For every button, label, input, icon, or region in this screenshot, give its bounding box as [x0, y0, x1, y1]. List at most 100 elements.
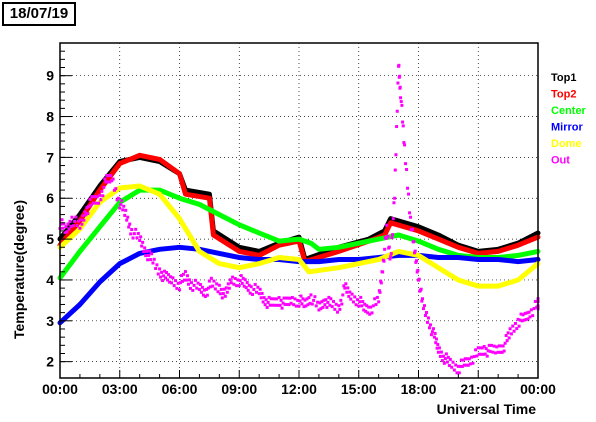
data-point	[64, 225, 68, 229]
data-point	[203, 294, 207, 298]
data-point	[242, 284, 246, 288]
data-point	[485, 354, 489, 358]
data-point	[101, 194, 105, 198]
data-point	[341, 293, 345, 297]
data-point	[142, 250, 146, 254]
data-point	[351, 300, 355, 304]
data-point	[411, 227, 415, 231]
data-point	[377, 289, 381, 293]
data-point	[474, 348, 478, 352]
data-point	[197, 288, 201, 292]
data-point	[393, 196, 397, 200]
data-point	[268, 303, 272, 307]
data-point	[382, 259, 386, 263]
data-point	[340, 302, 344, 306]
data-point	[277, 296, 281, 300]
data-point	[189, 281, 193, 285]
data-point	[424, 310, 428, 314]
data-point	[231, 275, 235, 279]
data-point	[91, 201, 95, 205]
data-point	[389, 252, 393, 256]
data-point	[188, 286, 192, 290]
x-tick-label: 18:00	[401, 381, 437, 397]
data-point	[332, 300, 336, 304]
data-point	[128, 222, 132, 226]
data-point	[467, 357, 471, 361]
data-point	[98, 193, 102, 197]
data-point	[111, 177, 115, 181]
data-point	[452, 368, 456, 372]
data-point	[421, 307, 425, 311]
data-point	[378, 290, 382, 294]
data-point	[454, 363, 458, 367]
data-point	[347, 294, 351, 298]
data-point	[240, 281, 244, 285]
data-point	[442, 361, 446, 365]
data-point	[324, 298, 328, 302]
data-point	[149, 258, 153, 262]
data-point	[249, 285, 253, 289]
data-point	[375, 295, 379, 299]
data-point	[89, 203, 93, 207]
data-point	[121, 208, 125, 212]
data-point	[253, 282, 257, 286]
data-point	[95, 195, 99, 199]
data-point	[265, 305, 269, 309]
data-point	[148, 249, 152, 253]
data-point	[94, 201, 98, 205]
data-point	[391, 233, 395, 237]
data-point	[307, 296, 311, 300]
data-point	[472, 355, 476, 359]
data-point	[212, 279, 216, 283]
data-point	[483, 352, 487, 356]
data-point	[463, 357, 467, 361]
data-point	[336, 310, 340, 314]
data-point	[317, 308, 321, 312]
data-point	[108, 180, 112, 184]
data-point	[443, 357, 447, 361]
legend-entry-dome: Dome	[551, 138, 582, 150]
data-point	[344, 282, 348, 286]
data-point	[123, 213, 127, 217]
data-point	[255, 290, 259, 294]
data-point	[237, 284, 241, 288]
data-point	[358, 300, 362, 304]
data-point	[395, 125, 399, 129]
data-point	[451, 360, 455, 364]
data-point	[422, 304, 426, 308]
data-point	[296, 298, 300, 302]
y-tick-label: 7	[46, 149, 54, 165]
data-point	[292, 303, 296, 307]
data-point	[206, 286, 210, 290]
data-point	[245, 281, 249, 285]
data-point	[394, 153, 398, 157]
data-point	[282, 296, 286, 300]
data-point	[246, 288, 250, 292]
data-point	[446, 355, 450, 359]
data-point	[523, 311, 527, 315]
data-point	[494, 351, 498, 355]
data-point	[374, 303, 378, 307]
data-point	[501, 344, 505, 348]
data-point	[310, 302, 314, 306]
data-point	[232, 282, 236, 286]
data-point	[512, 329, 516, 333]
data-point	[367, 305, 371, 309]
data-point	[346, 286, 350, 290]
data-point	[450, 365, 454, 369]
data-point	[196, 281, 200, 285]
data-point	[162, 274, 166, 278]
x-axis-label: Universal Time	[437, 401, 537, 417]
data-point	[327, 295, 331, 299]
data-point	[345, 290, 349, 294]
data-point	[88, 197, 92, 201]
data-point	[106, 180, 110, 184]
data-point	[402, 141, 406, 145]
data-point	[478, 346, 482, 350]
data-point	[65, 230, 69, 234]
series-dome-line	[57, 183, 541, 289]
data-point	[259, 296, 263, 300]
data-point	[288, 296, 292, 300]
data-point	[518, 318, 522, 322]
data-point	[409, 215, 413, 219]
